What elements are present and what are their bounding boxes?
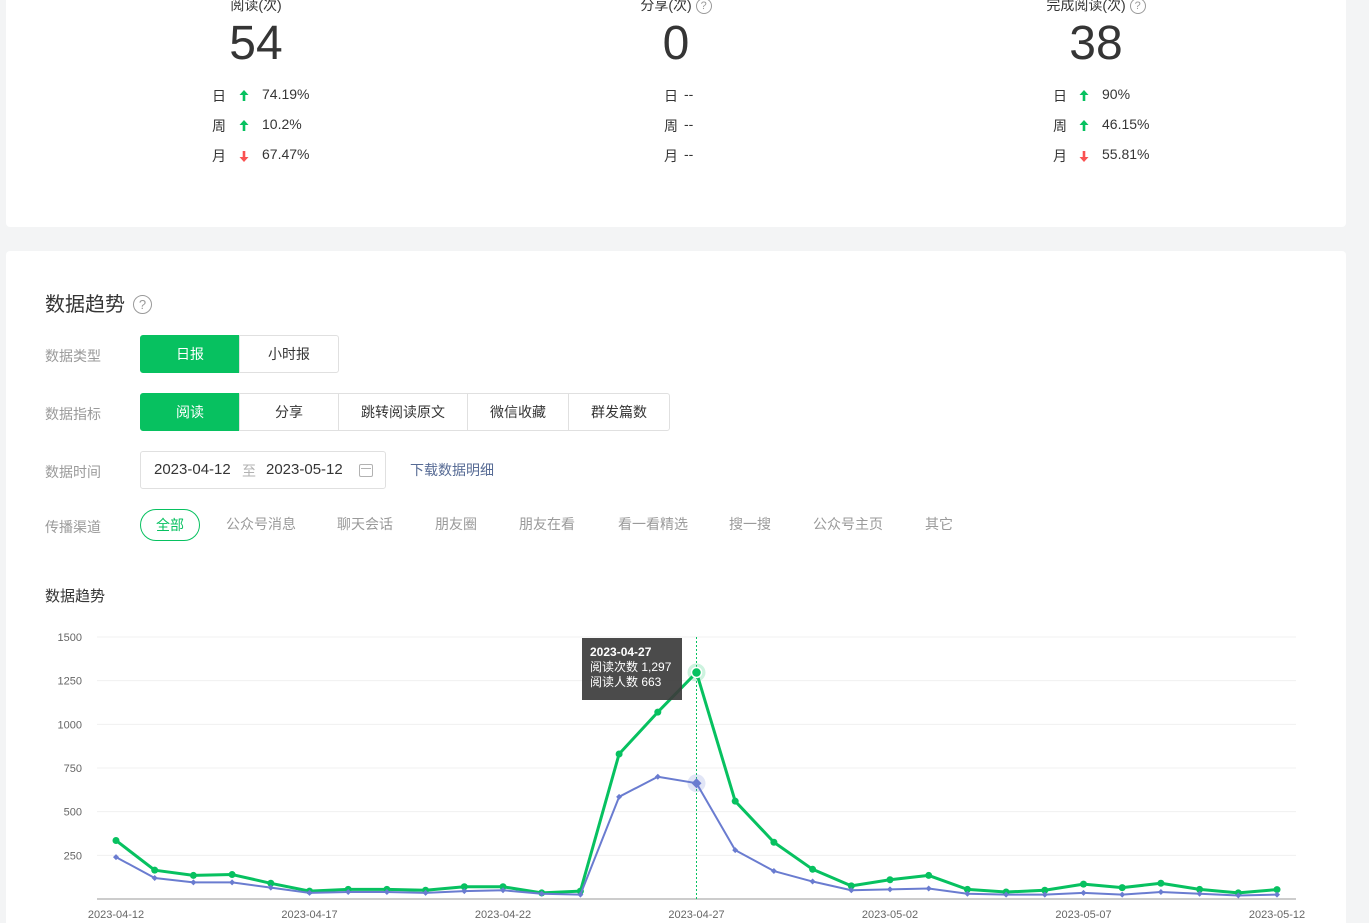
data-metric-group: 阅读 分享 跳转阅读原文 微信收藏 群发篇数: [140, 393, 670, 431]
download-details-link[interactable]: 下载数据明细: [410, 462, 494, 478]
arrow-up-icon: [1079, 120, 1089, 131]
channel-label: 传播渠道: [45, 519, 101, 535]
channel-top-stories[interactable]: 看一看精选: [618, 516, 688, 532]
date-end: 2023-05-12: [266, 461, 343, 478]
compare-period: 日: [1053, 88, 1067, 104]
stat-compare-row: 日 90%: [996, 86, 1196, 106]
stat-compare-row: 月 55.81%: [996, 146, 1196, 166]
trend-card: 数据趋势? 数据类型 日报 小时报 数据指标 阅读 分享 跳转阅读原文 微信收藏…: [6, 251, 1346, 923]
stat-label-text: 分享(次): [640, 0, 692, 13]
compare-period: 周: [212, 118, 226, 134]
channel-chat[interactable]: 聊天会话: [337, 516, 393, 532]
channel-official-message[interactable]: 公众号消息: [226, 516, 296, 532]
hourly-report-button[interactable]: 小时报: [239, 335, 339, 373]
data-type-label: 数据类型: [45, 348, 101, 364]
compare-value: 46.15%: [1102, 116, 1150, 132]
stat-value: 38: [1069, 17, 1123, 70]
channel-all[interactable]: 全部: [140, 509, 200, 541]
metric-original-link-button[interactable]: 跳转阅读原文: [338, 393, 468, 431]
compare-period: 周: [664, 118, 678, 134]
stat-compare-row: 日 --: [576, 86, 776, 106]
date-start: 2023-04-12: [154, 461, 231, 478]
compare-value: --: [684, 116, 694, 132]
channel-homepage[interactable]: 公众号主页: [813, 516, 883, 532]
compare-period: 日: [664, 88, 678, 104]
compare-period: 月: [212, 148, 226, 164]
date-separator: 至: [242, 463, 256, 479]
arrow-up-icon: [1079, 90, 1089, 101]
stat-label: 完成阅读(次)?: [996, 0, 1196, 15]
stat-label: 分享(次)?: [576, 0, 776, 15]
tooltip-date: 2023-04-27: [590, 645, 652, 659]
stat-label: 阅读(次): [156, 0, 356, 15]
stat-compare-row: 周 10.2%: [156, 116, 356, 136]
stat-compare-row: 月 --: [576, 146, 776, 166]
compare-value: --: [684, 86, 694, 102]
compare-value: --: [684, 146, 694, 162]
channel-friends-watching[interactable]: 朋友在看: [519, 516, 575, 532]
stat-value: 54: [229, 17, 283, 70]
channel-moments[interactable]: 朋友圈: [435, 516, 477, 532]
compare-period: 日: [212, 88, 226, 104]
stat-compare-row: 日 74.19%: [156, 86, 356, 106]
compare-period: 月: [1053, 148, 1067, 164]
data-type-group: 日报 小时报: [140, 335, 339, 373]
data-time-label: 数据时间: [45, 464, 101, 480]
arrow-up-icon: [239, 120, 249, 131]
chart-title: 数据趋势: [45, 588, 106, 605]
tooltip-reader-count: 阅读人数 663: [590, 675, 662, 689]
metric-broadcast-button[interactable]: 群发篇数: [568, 393, 670, 431]
chart-tooltip: 2023-04-27 阅读次数 1,297 阅读人数 663: [582, 638, 682, 700]
stat-compare-row: 周 46.15%: [996, 116, 1196, 136]
channel-search[interactable]: 搜一搜: [729, 516, 771, 532]
stat-compare-row: 月 67.47%: [156, 146, 356, 166]
help-icon[interactable]: ?: [1129, 0, 1146, 14]
arrow-up-icon: [239, 90, 249, 101]
arrow-down-icon: [239, 151, 249, 162]
compare-value: 74.19%: [262, 86, 310, 102]
compare-period: 月: [664, 148, 678, 164]
help-icon[interactable]: ?: [695, 0, 712, 14]
compare-value: 90%: [1102, 86, 1131, 102]
trend-title-text: 数据趋势: [45, 294, 125, 316]
stat-compare-row: 周 --: [576, 116, 776, 136]
stat-value: 0: [662, 17, 690, 70]
compare-value: 67.47%: [262, 146, 310, 162]
help-icon[interactable]: ?: [133, 295, 152, 314]
date-range-picker[interactable]: 2023-04-12 至 2023-05-12: [140, 451, 386, 489]
metric-read-button[interactable]: 阅读: [140, 393, 240, 431]
compare-period: 周: [1053, 118, 1067, 134]
compare-value: 55.81%: [1102, 146, 1150, 162]
summary-card: 阅读(次) 54 日 74.19% 周 10.2% 月 67.47% 分享(次)? 0 日 -- 周 --…: [6, 0, 1346, 227]
daily-report-button[interactable]: 日报: [140, 335, 240, 373]
calendar-icon: [359, 464, 373, 477]
data-metric-label: 数据指标: [45, 406, 101, 422]
metric-share-button[interactable]: 分享: [239, 393, 339, 431]
arrow-down-icon: [1079, 151, 1089, 162]
tooltip-read-count: 阅读次数 1,297: [590, 660, 672, 674]
trend-section-title: 数据趋势?: [45, 288, 152, 317]
channel-other[interactable]: 其它: [925, 516, 953, 532]
stat-label-text: 阅读(次): [230, 0, 282, 13]
metric-favorite-button[interactable]: 微信收藏: [467, 393, 569, 431]
compare-value: 10.2%: [262, 116, 302, 132]
stat-label-text: 完成阅读(次): [1046, 0, 1126, 13]
